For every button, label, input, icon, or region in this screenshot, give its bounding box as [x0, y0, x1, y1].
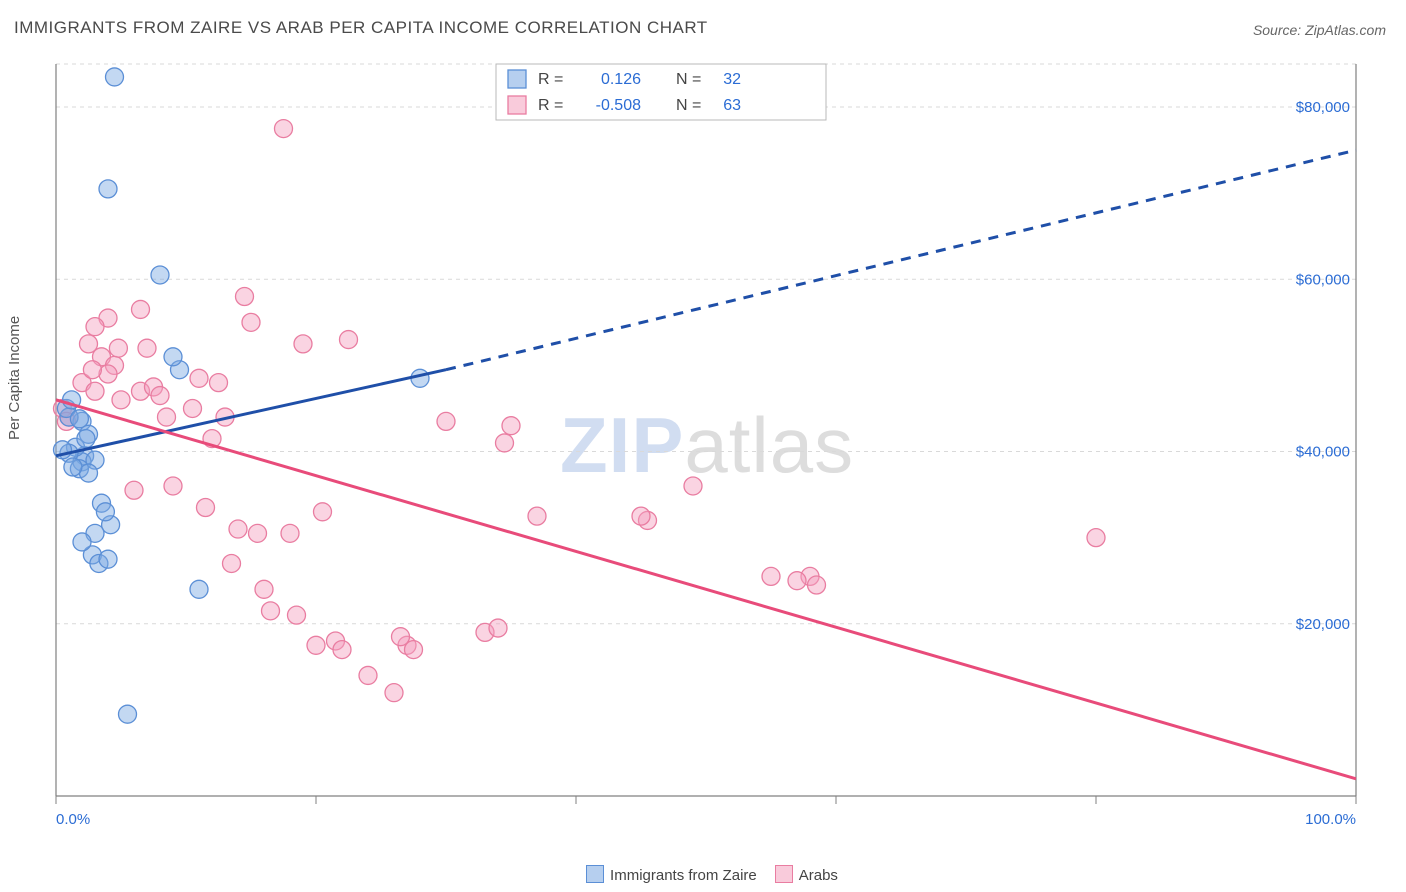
chart-area: 0.0% 100.0% $20,000 $40,000 $60,000 $80,000 R … — [46, 56, 1386, 836]
svg-text:$60,000: $60,000 — [1296, 271, 1350, 288]
svg-text:N =: N = — [676, 97, 701, 114]
svg-text:0.126: 0.126 — [601, 71, 641, 88]
bottom-legend: Immigrants from Zaire Arabs — [0, 865, 1406, 884]
svg-text:$40,000: $40,000 — [1296, 444, 1350, 461]
source-attribution: Source: ZipAtlas.com — [1253, 22, 1386, 38]
chart-svg: 0.0% 100.0% $20,000 $40,000 $60,000 $80,000 R … — [46, 56, 1386, 836]
svg-text:32: 32 — [723, 71, 741, 88]
chart-title: IMMIGRANTS FROM ZAIRE VS ARAB PER CAPITA… — [14, 18, 708, 38]
legend-label: Arabs — [799, 867, 838, 884]
svg-text:63: 63 — [723, 97, 741, 114]
legend-label: Immigrants from Zaire — [610, 867, 757, 884]
svg-text:$80,000: $80,000 — [1296, 99, 1350, 116]
svg-text:-0.508: -0.508 — [596, 97, 641, 114]
svg-text:0.0%: 0.0% — [56, 811, 90, 828]
svg-text:R =: R = — [538, 97, 563, 114]
svg-text:$20,000: $20,000 — [1296, 616, 1350, 633]
legend-swatch — [775, 865, 793, 883]
svg-text:N =: N = — [676, 71, 701, 88]
y-axis-label: Per Capita Income — [6, 316, 23, 440]
legend-swatch — [586, 865, 604, 883]
svg-text:R =: R = — [538, 71, 563, 88]
svg-text:100.0%: 100.0% — [1305, 811, 1356, 828]
